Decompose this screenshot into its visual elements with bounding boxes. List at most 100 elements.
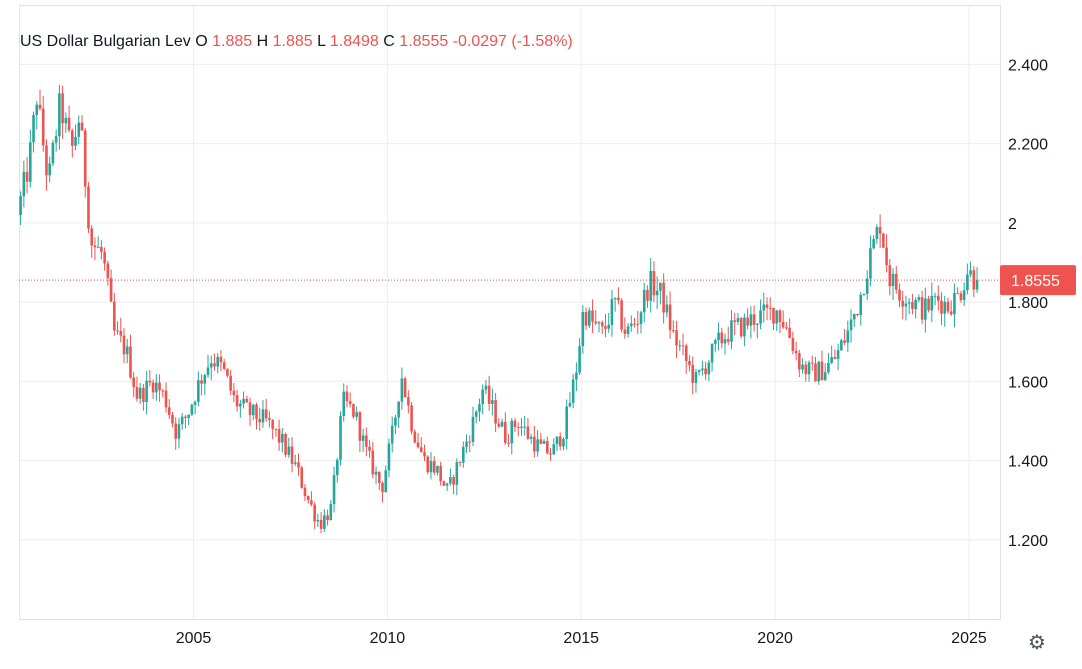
candle-body bbox=[630, 323, 633, 327]
candle-body bbox=[465, 441, 468, 448]
candle-body bbox=[287, 446, 291, 455]
candle-body bbox=[665, 304, 669, 313]
candle-body bbox=[329, 504, 333, 521]
candle-body bbox=[672, 330, 675, 332]
candle-body bbox=[365, 435, 368, 447]
candle-body bbox=[516, 426, 520, 428]
candle-body bbox=[423, 452, 426, 457]
candle-body bbox=[633, 323, 636, 325]
candle-body bbox=[865, 278, 869, 294]
legend-close-label: C bbox=[383, 33, 395, 50]
candle-body bbox=[67, 117, 71, 131]
candle-body bbox=[804, 364, 808, 375]
candle-body bbox=[80, 122, 84, 131]
candle-body bbox=[588, 310, 591, 326]
candle-body bbox=[90, 228, 94, 246]
candle-body bbox=[562, 439, 565, 447]
legend-low-label: L bbox=[317, 33, 326, 50]
candle-body bbox=[174, 423, 178, 439]
candle-body bbox=[64, 117, 68, 124]
x-tick-label: 2025 bbox=[951, 630, 987, 647]
candle-body bbox=[966, 274, 969, 291]
candle-body bbox=[303, 487, 307, 497]
candle-body bbox=[730, 320, 733, 342]
grid-layer bbox=[19, 5, 1000, 619]
candle-body bbox=[529, 436, 533, 439]
candle-body bbox=[180, 416, 184, 425]
candle-body bbox=[694, 372, 698, 383]
gear-icon[interactable]: ⚙ bbox=[1028, 632, 1046, 654]
candle-body bbox=[377, 471, 381, 484]
candle-body bbox=[122, 335, 126, 355]
candle-body bbox=[419, 447, 423, 453]
candle-body bbox=[642, 289, 646, 313]
candle-body bbox=[61, 93, 64, 124]
candle-body bbox=[197, 380, 200, 402]
candle-body bbox=[394, 417, 397, 426]
candle-body bbox=[268, 418, 271, 421]
candle-body bbox=[882, 233, 885, 248]
candle-body bbox=[116, 330, 119, 332]
candle-body bbox=[662, 282, 665, 313]
candle-body bbox=[177, 424, 181, 439]
candle-body bbox=[817, 361, 821, 382]
candle-body bbox=[843, 340, 846, 343]
candle-body bbox=[659, 282, 662, 291]
candle-body bbox=[510, 420, 514, 444]
candle-body bbox=[743, 317, 746, 337]
candle-body bbox=[827, 362, 830, 373]
candle-body bbox=[255, 404, 258, 419]
candle-body bbox=[155, 382, 158, 393]
candle-body bbox=[239, 403, 242, 407]
candle-body bbox=[29, 142, 32, 182]
candle-body bbox=[119, 330, 123, 336]
candle-body bbox=[35, 104, 39, 115]
candle-body bbox=[38, 104, 42, 109]
candle-body bbox=[83, 130, 87, 187]
y-tick-label: 1.400 bbox=[1008, 454, 1048, 471]
candle-body bbox=[772, 307, 775, 324]
candle-body bbox=[820, 361, 824, 381]
candle-body bbox=[352, 404, 355, 417]
candle-body bbox=[701, 368, 704, 371]
candle-body bbox=[109, 278, 113, 302]
candle-body bbox=[232, 390, 236, 396]
candle-body bbox=[455, 462, 459, 485]
candle-body bbox=[200, 380, 203, 384]
candle-body bbox=[907, 302, 911, 304]
candle-body bbox=[930, 295, 934, 311]
y-tick-label: 2.200 bbox=[1008, 137, 1048, 154]
candle-body bbox=[484, 385, 488, 390]
candle-body bbox=[607, 324, 610, 329]
candle-body bbox=[48, 163, 51, 176]
candle-body bbox=[293, 462, 297, 464]
candle-body bbox=[785, 327, 788, 329]
candle-body bbox=[87, 186, 90, 229]
candle-body bbox=[348, 401, 352, 405]
candle-body bbox=[555, 436, 559, 445]
candle-body bbox=[190, 404, 194, 415]
candle-body bbox=[129, 346, 132, 378]
candle-body bbox=[862, 293, 866, 295]
candle-body bbox=[856, 313, 859, 316]
candle-body bbox=[374, 471, 378, 475]
candle-body bbox=[491, 400, 494, 404]
candle-body bbox=[684, 345, 688, 362]
candle-body bbox=[652, 270, 656, 296]
candle-body bbox=[591, 310, 594, 322]
candle-body bbox=[332, 475, 336, 505]
candle-body bbox=[798, 353, 801, 370]
candle-body bbox=[164, 390, 168, 408]
candle-body bbox=[520, 426, 523, 428]
candle-body bbox=[319, 519, 323, 529]
candle-body bbox=[636, 323, 640, 325]
candle-body bbox=[300, 467, 304, 488]
x-tick-label: 2010 bbox=[370, 630, 406, 647]
candle-body bbox=[707, 362, 711, 375]
candle-body bbox=[397, 401, 400, 418]
candle-body bbox=[148, 380, 152, 383]
candle-body bbox=[125, 346, 129, 355]
candle-body bbox=[335, 459, 339, 476]
